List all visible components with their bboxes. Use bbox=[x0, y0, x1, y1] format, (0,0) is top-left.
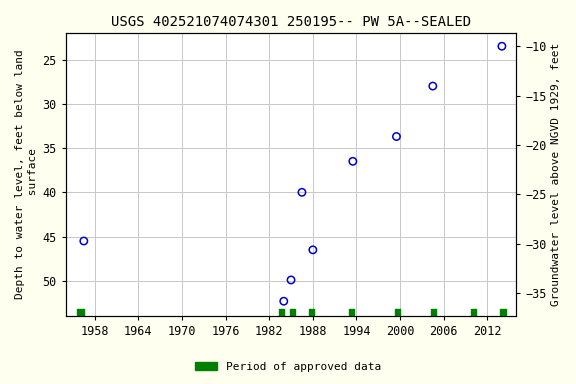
Point bbox=[286, 277, 295, 283]
Point bbox=[308, 247, 317, 253]
Point bbox=[348, 158, 358, 164]
Y-axis label: Groundwater level above NGVD 1929, feet: Groundwater level above NGVD 1929, feet bbox=[551, 43, 561, 306]
Title: USGS 402521074074301 250195-- PW 5A--SEALED: USGS 402521074074301 250195-- PW 5A--SEA… bbox=[111, 15, 471, 29]
Point bbox=[497, 43, 506, 49]
Point bbox=[428, 83, 437, 89]
Y-axis label: Depth to water level, feet below land
 surface: Depth to water level, feet below land su… bbox=[15, 50, 38, 300]
Legend: Period of approved data: Period of approved data bbox=[191, 358, 385, 377]
Point bbox=[468, 17, 478, 23]
Point bbox=[392, 134, 401, 140]
Point bbox=[279, 298, 289, 304]
Point bbox=[79, 238, 89, 244]
Point bbox=[297, 189, 306, 195]
